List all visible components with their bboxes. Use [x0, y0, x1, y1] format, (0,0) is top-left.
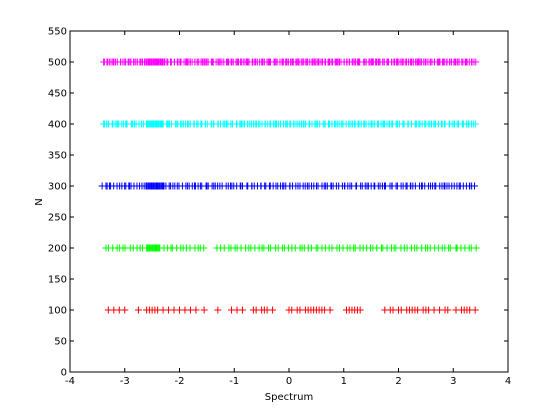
- tick-labels: -4 -3 -2 -1 0 1 2 3 4 0 50 100 150 200 250 300 350 400 450…: [48, 27, 511, 388]
- data-point: [472, 244, 480, 252]
- x-axis-label: Spectrum: [265, 392, 313, 403]
- plot-area: [69, 30, 509, 373]
- data-point: [472, 58, 480, 66]
- x-tick-label: 3: [450, 376, 456, 387]
- x-tick-label: 1: [341, 376, 347, 387]
- y-tick-label: 100: [48, 306, 67, 317]
- data-point: [269, 306, 277, 314]
- y-tick-label: 150: [48, 275, 67, 286]
- data-point: [444, 306, 452, 314]
- y-tick-label: 250: [48, 213, 67, 224]
- data-point: [356, 306, 364, 314]
- data-point: [471, 120, 479, 128]
- y-tick-label: 300: [48, 182, 67, 193]
- x-tick-label: -2: [175, 376, 185, 387]
- y-tick-label: 400: [48, 120, 67, 131]
- y-axis-label: N: [34, 198, 45, 205]
- data-point: [121, 306, 129, 314]
- data-point: [200, 244, 208, 252]
- series-300: [98, 182, 478, 190]
- data-point: [159, 120, 167, 128]
- x-tick-label: -4: [65, 376, 75, 387]
- x-tick-label: 0: [286, 376, 292, 387]
- data-point: [159, 182, 167, 190]
- data-point: [471, 306, 479, 314]
- y-tick-label: 450: [48, 89, 67, 100]
- data-point: [200, 306, 208, 314]
- data-point: [214, 306, 222, 314]
- data-point: [159, 58, 167, 66]
- data-points: [98, 58, 480, 314]
- data-point: [238, 306, 246, 314]
- x-tick-label: -3: [120, 376, 130, 387]
- x-tick-label: -1: [229, 376, 239, 387]
- y-tick-label: 500: [48, 58, 67, 69]
- data-point: [470, 182, 478, 190]
- y-tick-label: 550: [48, 27, 67, 38]
- axis-ticks: [69, 30, 509, 373]
- y-tick-label: 0: [61, 368, 67, 379]
- series-400: [100, 120, 479, 128]
- x-tick-label: 2: [395, 376, 401, 387]
- data-point: [326, 306, 334, 314]
- data-point: [192, 306, 200, 314]
- series-200: [102, 244, 480, 252]
- y-tick-label: 50: [54, 337, 67, 348]
- series-100: [104, 306, 479, 314]
- y-tick-label: 200: [48, 244, 67, 255]
- y-tick-label: 350: [48, 151, 67, 162]
- data-point: [134, 306, 142, 314]
- series-500: [100, 58, 480, 66]
- x-tick-label: 4: [505, 376, 511, 387]
- data-point: [156, 244, 164, 252]
